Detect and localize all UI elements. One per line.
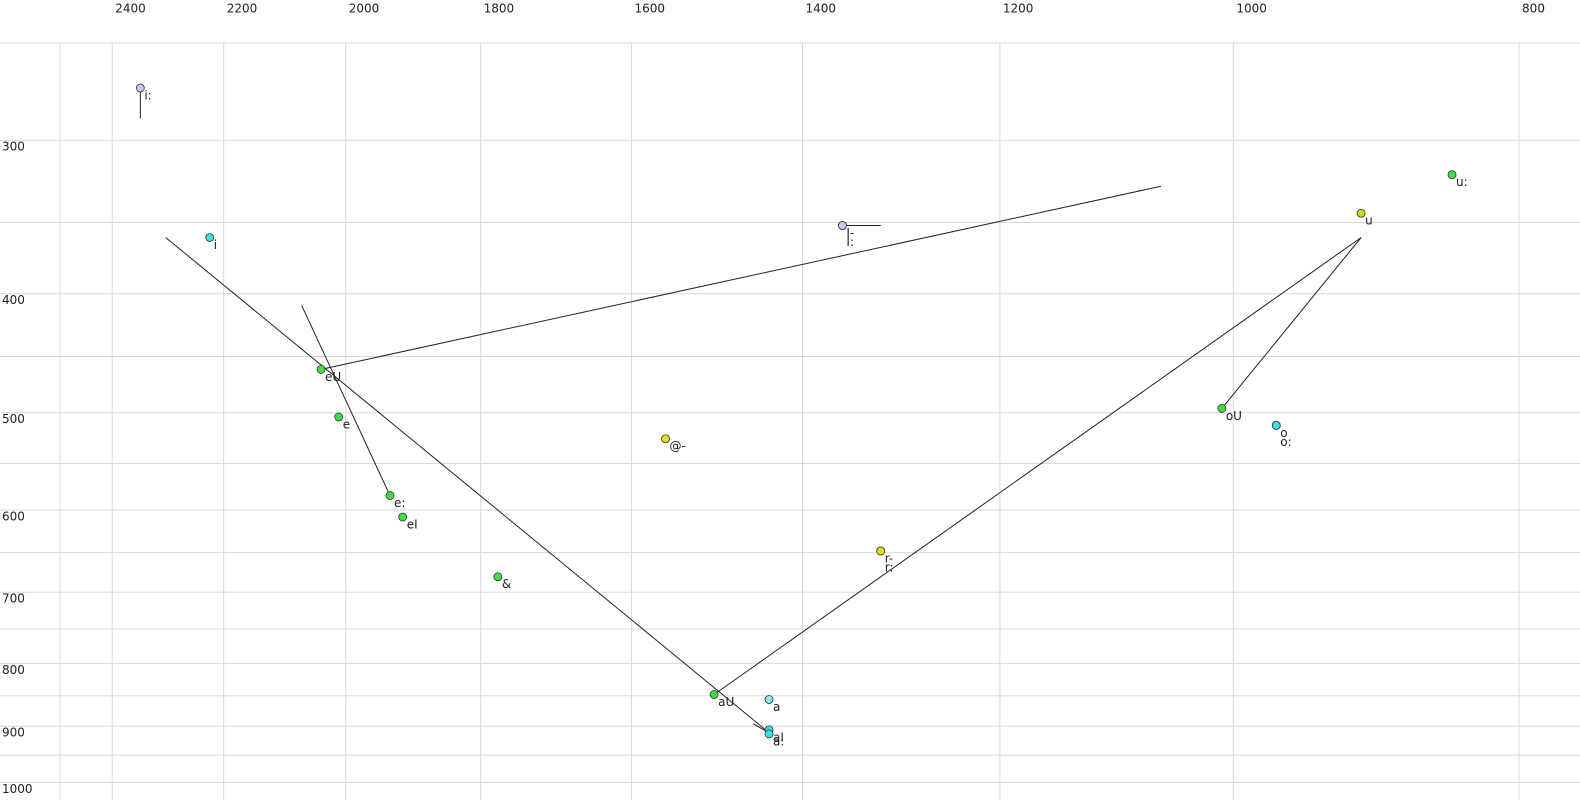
trajectory [301, 305, 391, 496]
x-tick-label: 2000 [349, 2, 380, 16]
vowel-label: eU [325, 370, 341, 384]
vowel-point [661, 434, 670, 444]
vowel-point [385, 491, 395, 500]
vowel-point [764, 729, 774, 739]
x-tick-label: 2200 [227, 2, 258, 16]
vowel-point [334, 412, 344, 422]
trajectory [1221, 237, 1362, 409]
vowel-label: e [343, 417, 350, 431]
x-tick-label: 1800 [484, 2, 515, 16]
vowel-label: & [502, 577, 511, 591]
vowel-label: u [1365, 214, 1373, 228]
vowel-label: I: [846, 235, 854, 249]
vowel-label: eI [407, 518, 418, 532]
x-tick-label: 1400 [805, 2, 836, 16]
y-tick-label: 400 [2, 293, 25, 307]
vowel-point [316, 365, 326, 374]
vowel-label: r- [885, 552, 894, 566]
vowel-point [876, 546, 886, 556]
vowel-label: aU [718, 695, 734, 709]
vowel-point [135, 83, 145, 93]
x-tick-label: 1000 [1236, 2, 1267, 16]
y-tick-label: 600 [2, 509, 25, 523]
vowel-label: i: [144, 88, 151, 102]
vowel-point [1217, 404, 1227, 413]
vowel-label: a [773, 700, 780, 714]
vowel-label: u: [1456, 175, 1468, 189]
trajectory [713, 237, 1362, 695]
vowel-point [838, 221, 847, 230]
x-tick-label: 2400 [115, 2, 146, 16]
vowel-point [1271, 420, 1281, 430]
trajectory [165, 237, 770, 734]
vowel-label: @- [670, 439, 686, 453]
vowel-label: e: [394, 496, 405, 510]
vowel-label: o: [1280, 435, 1291, 449]
vowel-point [709, 690, 719, 699]
vowel-label: a: [773, 734, 784, 748]
vowel-label: oU [1226, 409, 1242, 423]
y-tick-label: 500 [2, 412, 25, 426]
y-tick-label: 1000 [2, 782, 33, 796]
x-tick-label: 1200 [1003, 2, 1034, 16]
vowel-label: r: [885, 561, 894, 575]
vowel-point [205, 233, 215, 242]
vowel-point [398, 512, 408, 522]
vowel-label: I- [846, 226, 854, 240]
vowel-point [764, 695, 774, 704]
x-tick-label: 800 [1522, 2, 1545, 16]
vowel-point [1447, 170, 1457, 180]
y-tick-label: 900 [2, 726, 25, 740]
vowel-point [1356, 208, 1366, 218]
vowel-label: i [214, 238, 217, 252]
trajectory [320, 185, 1162, 370]
vowel-label: o [1280, 426, 1287, 440]
y-tick-label: 300 [2, 140, 25, 154]
vowel-label: aI [773, 730, 784, 744]
vowel-point [493, 572, 503, 582]
y-tick-label: 700 [2, 592, 25, 606]
x-tick-label: 1600 [634, 2, 665, 16]
y-tick-label: 800 [2, 663, 25, 677]
